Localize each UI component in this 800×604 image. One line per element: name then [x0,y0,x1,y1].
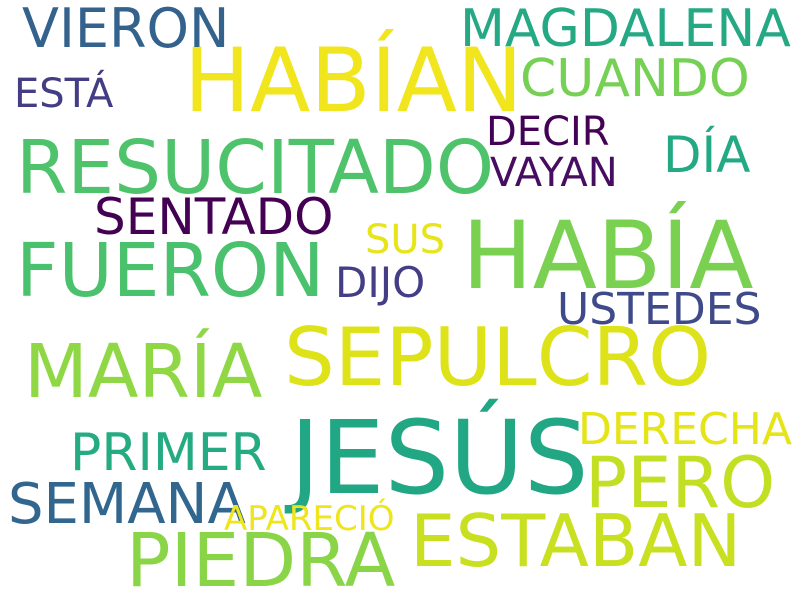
word-cuando: CUANDO [520,49,750,109]
word-sepulcro: SEPULCRO [284,311,712,404]
word-esta: ESTÁ [14,71,114,117]
word-jesus: JESÚS [290,399,589,518]
word-decir: DECIR [486,109,610,155]
word-vayan: VAYAN [490,150,618,196]
word-habia: HABÍA [462,202,754,311]
word-dijo: DIJO [335,258,426,307]
word-resucitado: RESUCITADO [16,125,495,211]
word-derecha: DERECHA [578,404,792,455]
word-piedra: PIEDRA [126,518,396,604]
word-sentado: SENTADO [94,188,334,246]
word-habian: HABÍAN [184,29,523,132]
word-pero: PERO [585,442,776,524]
word-semana: SEMANA [8,472,246,537]
word-vieron: VIERON [22,0,230,60]
word-ustedes: USTEDES [557,284,762,335]
word-fueron: FUERON [16,228,325,314]
word-dia: DÍA [663,126,751,184]
word-sus: SUS [365,217,446,263]
word-aparecio: APARECIÓ [224,499,395,539]
word-estaban: ESTABAN [410,499,742,583]
word-magdalena: MAGDALENA [460,0,791,59]
word-maria: MARÍA [24,329,263,415]
word-primer: PRIMER [70,423,267,483]
